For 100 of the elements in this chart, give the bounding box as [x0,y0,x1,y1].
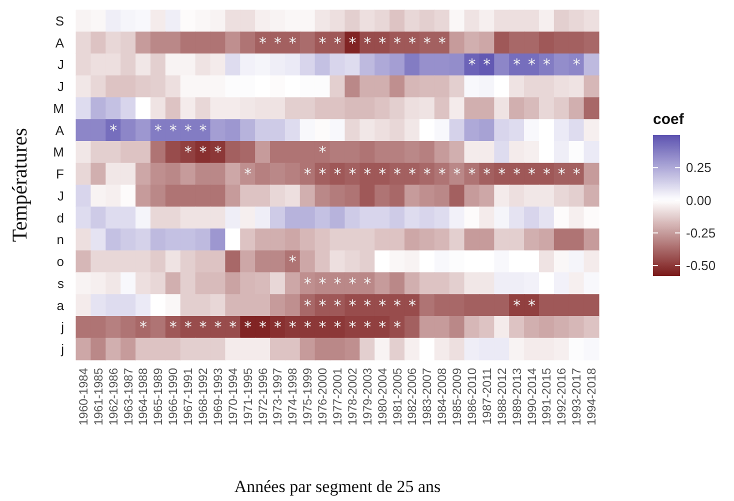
data-label: * [364,296,372,314]
data-label: * [364,274,372,292]
data-label: * [288,252,297,271]
x-tick-label: 1977-2001 [330,368,344,426]
data-label: * [348,34,357,52]
data-label: * [244,165,252,184]
x-axis-title: Années par segment de 25 ans [234,477,441,496]
data-label: * [468,165,476,184]
x-tick-label: 1968-1992 [196,368,210,426]
y-tick-label: A [55,122,64,138]
x-tick-label: 1967-1991 [181,368,196,426]
x-tick-label: 1991-2015 [540,368,554,426]
x-tick-label: 1971-1995 [240,368,255,426]
data-label: * [394,34,402,52]
data-label: * [483,56,492,74]
x-tick-label: 1975-1999 [300,368,315,426]
color-bar-title: coef [653,111,685,128]
data-label: * [304,296,312,314]
data-label: * [318,143,327,162]
data-label: * [378,318,387,336]
data-label: * [513,56,522,74]
y-tick-label: a [56,298,65,313]
data-label: * [468,56,476,74]
x-tick-label: 1982-2006 [405,368,420,426]
data-label: * [438,165,446,184]
y-tick-label: d [56,210,64,226]
x-tick-label: 1961-1985 [91,368,106,426]
x-tick-label: 1987-2011 [480,368,494,424]
data-label: * [318,318,327,336]
data-label: * [348,318,357,336]
x-tick-label: 1960-1984 [76,368,90,426]
color-bar-label: -0.25 [686,225,716,240]
data-label: * [184,121,192,140]
data-label: * [378,165,387,184]
x-tick-label: 1965-1989 [151,368,166,426]
data-label: * [364,34,372,52]
data-label: * [318,274,327,292]
data-label: * [274,318,282,336]
data-label: * [528,296,536,314]
data-label: * [423,165,432,184]
y-tick-label: J [58,188,64,204]
data-label: * [364,318,372,336]
data-label: * [542,165,551,184]
data-label: * [184,318,192,336]
data-label: * [244,318,252,336]
color-bar-label: 0.00 [686,192,712,208]
x-tick-label: 1986-2010 [464,368,479,426]
y-tick-label: S [55,13,64,28]
y-tick-label: s [58,276,64,291]
data-label: * [513,165,522,184]
data-label: * [169,121,178,140]
data-label: * [513,296,522,314]
data-label: * [572,56,581,74]
x-tick-label: 1989-2013 [510,368,524,426]
x-tick-label: 1993-2017 [570,368,584,426]
x-tick-label: 1981-2005 [390,368,404,426]
data-label: * [378,34,387,52]
x-tick-label: 1983-2007 [420,368,434,426]
data-label: * [364,165,372,184]
data-label: * [214,143,222,162]
x-tick-label: 1972-1996 [256,368,270,426]
data-label: * [304,165,312,184]
data-label: * [199,318,208,336]
y-tick-label: F [56,166,64,182]
y-tick-label: M [53,100,64,116]
data-label: * [318,34,327,52]
data-label: * [348,165,357,184]
y-axis-title: Températures [8,128,32,242]
data-label: * [288,318,297,336]
x-tick-label: 1984-2008 [435,368,450,426]
data-label: * [528,56,536,74]
y-tick-label: j [60,320,64,335]
color-bar-label: -0.50 [686,258,716,274]
x-tick-label: 1976-2000 [316,368,330,426]
data-label: * [274,34,282,52]
data-label: * [408,296,416,314]
x-tick-label: 1966-1990 [166,368,180,426]
data-label: * [334,318,342,336]
data-label: * [139,318,148,336]
data-label: * [259,34,268,52]
data-label: * [154,121,162,140]
data-label: * [408,34,416,52]
x-tick-label: 1994-2018 [584,368,599,426]
x-tick-label: 1990-2014 [524,368,539,426]
data-label: * [199,121,208,140]
color-bar-label: 0.25 [686,160,712,176]
data-label: * [453,165,462,184]
data-label: * [334,274,342,292]
data-label: * [214,318,222,336]
data-label: * [542,56,551,74]
y-tick-label: j [60,342,64,357]
data-label: * [318,296,327,314]
y-tick-label: o [56,254,64,270]
data-label: * [318,165,327,184]
x-tick-label: 1973-1997 [270,368,285,426]
x-tick-label: 1992-2016 [554,368,569,426]
data-label: * [348,296,357,314]
data-label: * [378,296,387,314]
x-tick-label: 1964-1988 [136,368,150,426]
data-label: * [438,34,446,52]
